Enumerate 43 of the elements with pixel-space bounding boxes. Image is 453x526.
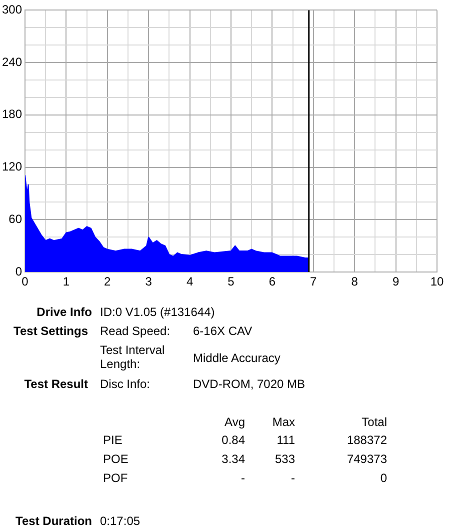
text: 749373	[346, 452, 387, 466]
x-tick-label: 8	[351, 274, 358, 289]
text: 0.84	[220, 433, 245, 447]
text: Total	[360, 415, 387, 429]
text: DVD-ROM, 7020 MB	[193, 377, 306, 391]
text: 188372	[346, 433, 387, 447]
text: Read Speed:	[100, 324, 170, 338]
text: 6-16X CAV	[193, 324, 254, 338]
x-tick-label: 1	[62, 274, 70, 289]
text: Disc Info:	[100, 377, 150, 391]
text: -	[290, 471, 295, 485]
y-tick-label: 300	[2, 2, 22, 17]
text: Middle Accuracy	[193, 351, 282, 365]
text: 3.34	[220, 452, 245, 466]
y-tick-label: 240	[2, 54, 22, 69]
text: -	[240, 471, 245, 485]
x-tick-label: 7	[310, 274, 318, 289]
text: 0:17:05	[100, 514, 142, 526]
x-tick-label: 6	[268, 274, 276, 289]
text: Test Settings	[12, 324, 88, 338]
text: 111	[276, 433, 295, 447]
text: Test Result	[23, 377, 88, 391]
y-tick-label: 120	[2, 160, 22, 174]
y-tick-label: 60	[8, 212, 22, 226]
text: Test Duration	[14, 514, 92, 526]
x-tick-label: 3	[145, 274, 152, 289]
x-tick-label: 2	[104, 274, 112, 289]
x-tick-label: 9	[392, 274, 400, 289]
x-tick-label: 10	[430, 274, 444, 289]
text: Drive Info	[36, 305, 92, 319]
x-tick-label: 5	[228, 274, 235, 289]
text: Test Interval Length:	[100, 343, 166, 371]
text: PIE	[103, 433, 124, 447]
y-tick-label: 0	[15, 264, 22, 278]
x-tick-label: 4	[186, 274, 194, 289]
text: Max	[271, 415, 295, 429]
text: 0	[379, 471, 387, 485]
text: POE	[103, 452, 130, 466]
y-tick-label: 180	[2, 107, 22, 122]
text: 533	[274, 452, 295, 466]
text: Avg	[224, 415, 245, 429]
text: ID:0 V1.05 (#131644)	[100, 305, 216, 319]
text: POF	[103, 471, 129, 485]
